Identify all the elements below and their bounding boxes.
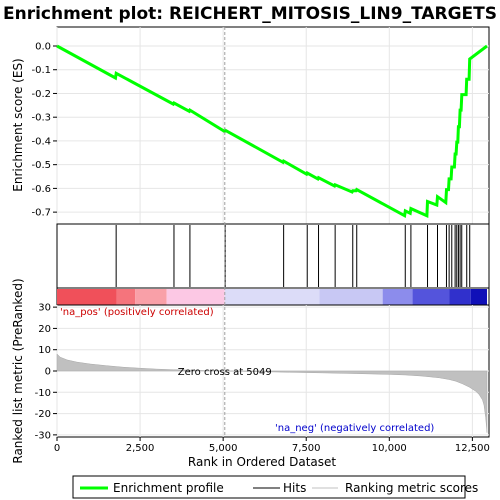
es-gridlines xyxy=(56,27,489,224)
metric-tick-label: 10 xyxy=(38,345,51,356)
heatmap-band xyxy=(470,289,488,305)
heatmap-band xyxy=(382,289,413,305)
metric-tick-label: 0 xyxy=(45,367,51,378)
es-panel: 0.0 -0.1 -0.2 -0.3 -0.4 -0.5 -0.6 -0.7 Enrichme… xyxy=(11,26,490,225)
metric-tick-label: -20 xyxy=(35,409,51,420)
x-tick-label: 12,500 xyxy=(455,443,490,454)
hits-panel xyxy=(56,223,490,289)
legend-hits-label: Hits xyxy=(283,481,306,495)
metric-tick-label: -10 xyxy=(35,388,51,399)
x-axis-ticks: 0 2,500 5,000 7,500 10,000 12,500 xyxy=(54,437,490,454)
hit-lines xyxy=(115,225,471,287)
pos-correlated-label: 'na_pos' (positively correlated) xyxy=(60,307,214,318)
es-tick-label: 0.0 xyxy=(35,41,51,52)
x-axis-label: Rank in Ordered Dataset xyxy=(188,455,336,469)
neg-correlated-label: 'na_neg' (negatively correlated) xyxy=(275,423,434,434)
x-tick-label: 2,500 xyxy=(126,443,155,454)
es-tick-label: -0.2 xyxy=(31,89,51,100)
metric-panel: Zero cross at 5049 'na_pos' (positively … xyxy=(11,27,490,469)
metric-tick-label: -30 xyxy=(35,430,51,441)
metric-tick-label: 20 xyxy=(38,324,51,335)
es-y-axis-label: Enrichment score (ES) xyxy=(11,58,25,191)
legend-metric-label: Ranking metric scores xyxy=(345,481,478,495)
ranking-metric-area xyxy=(56,353,488,433)
es-plot-frame xyxy=(56,26,490,225)
x-tick-label: 5,000 xyxy=(209,443,238,454)
legend-box xyxy=(72,475,466,499)
heatmap-band xyxy=(135,289,167,305)
zero-cross-label: Zero cross at 5049 xyxy=(178,367,272,378)
legend-profile-label: Enrichment profile xyxy=(113,481,224,495)
es-tick-label: -0.7 xyxy=(31,208,51,219)
es-tick-label: -0.1 xyxy=(31,65,51,76)
es-y-ticks: 0.0 -0.1 -0.2 -0.3 -0.4 -0.5 -0.6 -0.7 xyxy=(31,41,57,219)
hits-frame xyxy=(56,223,490,289)
heatmap-bands xyxy=(57,289,488,305)
x-tick-label: 7,500 xyxy=(292,443,321,454)
heatmap-band xyxy=(449,289,471,305)
es-tick-label: -0.5 xyxy=(31,160,51,171)
es-tick-label: -0.3 xyxy=(31,113,51,124)
heatmap-band xyxy=(224,289,320,305)
rank-heatmap xyxy=(56,287,490,306)
metric-y-axis-label: Ranked list metric (PreRanked) xyxy=(11,278,25,463)
chart-title: Enrichment plot: REICHERT_MITOSIS_LIN9_T… xyxy=(3,4,497,24)
enrichment-profile-line xyxy=(56,44,488,219)
heatmap-band xyxy=(319,289,383,305)
heatmap-band xyxy=(166,289,225,305)
es-tick-label: -0.6 xyxy=(31,184,51,195)
metric-y-ticks: 30 20 10 0 -10 -20 -30 xyxy=(35,303,57,441)
heatmap-band xyxy=(116,289,136,305)
legend: Enrichment profile Hits Ranking metric s… xyxy=(72,475,478,499)
es-tick-label: -0.4 xyxy=(31,136,51,147)
x-tick-label: 10,000 xyxy=(372,443,407,454)
heatmap-band xyxy=(412,289,450,305)
heatmap-band xyxy=(57,289,117,305)
x-tick-label: 0 xyxy=(54,443,60,454)
metric-tick-label: 30 xyxy=(38,303,51,314)
